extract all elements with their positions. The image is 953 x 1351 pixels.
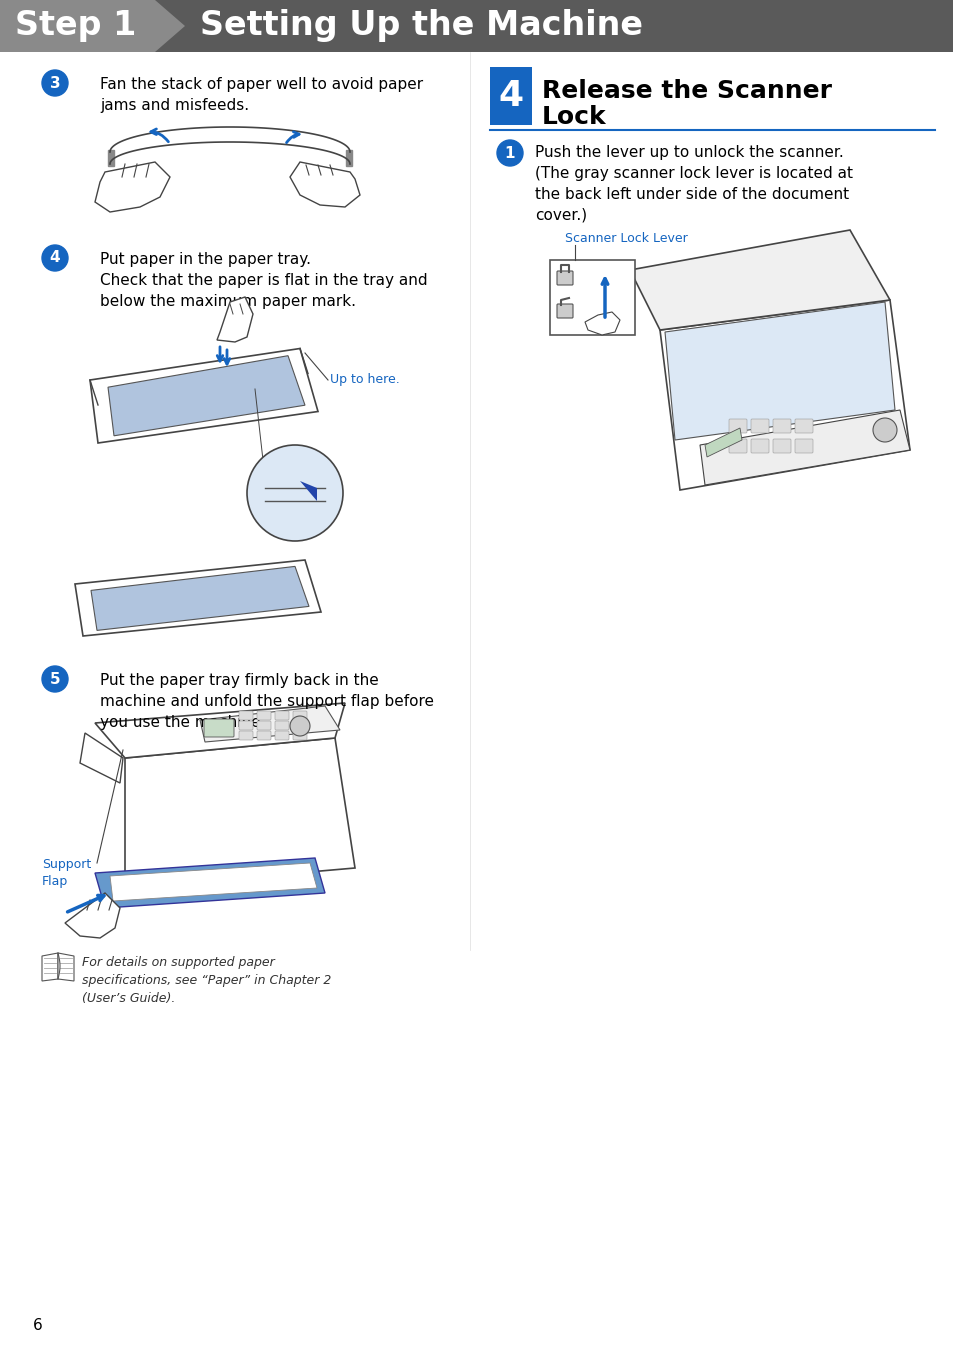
Text: Put the paper tray firmly back in the
machine and unfold the support flap before: Put the paper tray firmly back in the ma… [100, 673, 434, 730]
Text: Scanner Lock Lever: Scanner Lock Lever [564, 232, 687, 245]
Polygon shape [629, 230, 889, 330]
FancyBboxPatch shape [772, 419, 790, 434]
Circle shape [247, 444, 343, 540]
Polygon shape [290, 162, 359, 207]
Polygon shape [154, 0, 185, 51]
Polygon shape [110, 863, 316, 901]
Text: 5: 5 [50, 671, 60, 686]
FancyBboxPatch shape [293, 731, 307, 740]
Polygon shape [91, 566, 309, 631]
Polygon shape [95, 703, 345, 758]
Text: Release the Scanner: Release the Scanner [541, 78, 831, 103]
Text: Step 1: Step 1 [15, 9, 136, 42]
Text: 6: 6 [33, 1317, 43, 1332]
Polygon shape [346, 150, 352, 166]
FancyBboxPatch shape [204, 719, 233, 738]
Circle shape [290, 716, 310, 736]
FancyBboxPatch shape [550, 259, 635, 335]
Circle shape [42, 666, 68, 692]
FancyBboxPatch shape [239, 731, 253, 740]
FancyBboxPatch shape [772, 439, 790, 453]
FancyBboxPatch shape [794, 439, 812, 453]
Polygon shape [65, 893, 120, 938]
Text: Fan the stack of paper well to avoid paper
jams and misfeeds.: Fan the stack of paper well to avoid pap… [100, 77, 423, 113]
Polygon shape [125, 738, 355, 888]
FancyBboxPatch shape [274, 731, 289, 740]
FancyBboxPatch shape [239, 721, 253, 730]
Circle shape [872, 417, 896, 442]
FancyBboxPatch shape [256, 731, 271, 740]
Polygon shape [58, 952, 74, 981]
Polygon shape [80, 734, 123, 784]
Polygon shape [0, 0, 154, 51]
FancyBboxPatch shape [557, 304, 573, 317]
Polygon shape [700, 409, 909, 485]
Polygon shape [95, 162, 170, 212]
Polygon shape [299, 481, 316, 501]
Polygon shape [90, 349, 317, 443]
Polygon shape [75, 561, 320, 636]
Polygon shape [659, 300, 909, 490]
Text: Lock: Lock [541, 105, 606, 128]
Polygon shape [200, 707, 339, 742]
FancyBboxPatch shape [274, 711, 289, 720]
Text: Support
Flap: Support Flap [42, 858, 91, 888]
Polygon shape [216, 297, 253, 342]
Text: Push the lever up to unlock the scanner.
(The gray scanner lock lever is located: Push the lever up to unlock the scanner.… [535, 145, 852, 223]
FancyBboxPatch shape [256, 711, 271, 720]
FancyBboxPatch shape [728, 439, 746, 453]
Text: 4: 4 [50, 250, 60, 266]
FancyBboxPatch shape [256, 721, 271, 730]
Text: Put paper in the paper tray.
Check that the paper is flat in the tray and
below : Put paper in the paper tray. Check that … [100, 253, 427, 309]
FancyBboxPatch shape [750, 439, 768, 453]
Circle shape [42, 70, 68, 96]
Text: Up to here.: Up to here. [330, 373, 399, 386]
Circle shape [42, 245, 68, 272]
Text: 1: 1 [504, 146, 515, 161]
Polygon shape [95, 858, 325, 908]
Polygon shape [664, 303, 894, 440]
Polygon shape [42, 952, 58, 981]
FancyBboxPatch shape [274, 721, 289, 730]
Polygon shape [584, 312, 619, 335]
FancyBboxPatch shape [728, 419, 746, 434]
Text: 3: 3 [50, 76, 60, 91]
FancyBboxPatch shape [794, 419, 812, 434]
Polygon shape [704, 428, 741, 457]
Circle shape [497, 141, 522, 166]
FancyBboxPatch shape [557, 272, 573, 285]
Polygon shape [152, 0, 953, 51]
FancyBboxPatch shape [293, 721, 307, 730]
Polygon shape [108, 355, 305, 436]
Text: Setting Up the Machine: Setting Up the Machine [200, 9, 642, 42]
FancyBboxPatch shape [293, 711, 307, 720]
Polygon shape [108, 150, 113, 166]
FancyBboxPatch shape [239, 711, 253, 720]
Text: 4: 4 [497, 78, 523, 113]
Text: For details on supported paper
specifications, see “Paper” in Chapter 2
(User’s : For details on supported paper specifica… [82, 957, 331, 1005]
FancyBboxPatch shape [750, 419, 768, 434]
FancyBboxPatch shape [490, 68, 532, 126]
